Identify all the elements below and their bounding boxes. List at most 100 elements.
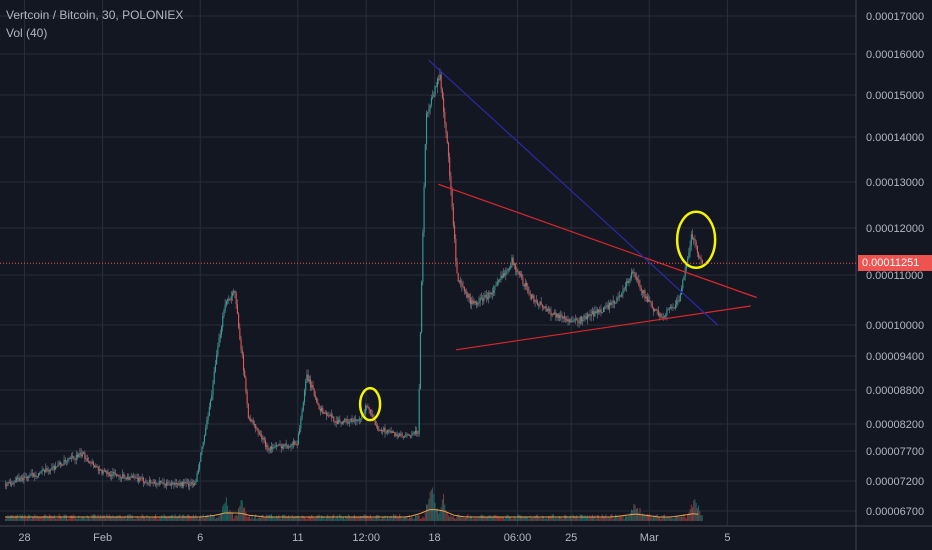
volume-bar — [301, 515, 303, 521]
volume-legend[interactable]: Vol (40) — [6, 26, 48, 40]
volume-bar — [89, 518, 91, 521]
volume-bar — [678, 516, 680, 521]
candle-body — [419, 332, 421, 390]
candle-body — [454, 225, 456, 240]
candle-body — [468, 294, 470, 299]
candle-body — [496, 282, 498, 285]
candle-body — [45, 468, 47, 473]
volume-bar — [94, 514, 96, 521]
candle-body — [651, 302, 653, 309]
candle-body — [620, 295, 622, 297]
candle-body — [18, 477, 20, 482]
volume-bar — [340, 515, 342, 521]
volume-bar — [396, 517, 398, 521]
symbol-legend[interactable]: Vertcoin / Bitcoin, 30, POLONIEX — [6, 8, 184, 22]
candle-body — [205, 428, 207, 436]
candle-body — [23, 476, 25, 481]
x-tick-label: 06:00 — [504, 532, 532, 544]
candle-body — [195, 481, 197, 483]
candle-body — [548, 309, 550, 311]
candle-body — [584, 315, 586, 317]
candle-body — [230, 296, 232, 300]
volume-bar — [451, 516, 453, 521]
candle-body — [698, 252, 700, 258]
candle-body — [422, 232, 424, 282]
candle-body — [613, 300, 615, 304]
candle-body — [308, 379, 310, 382]
candle-body — [621, 293, 623, 297]
candle-body — [655, 309, 657, 311]
volume-bar — [628, 514, 630, 521]
candle-body — [62, 464, 64, 466]
candle-body — [5, 484, 7, 486]
candle-body — [244, 370, 246, 378]
candle-body — [696, 245, 698, 253]
volume-bar — [479, 515, 481, 521]
volume-bar — [440, 507, 442, 521]
volume-bar — [369, 514, 371, 521]
volume-bar — [114, 516, 116, 521]
volume-bar — [684, 517, 686, 521]
volume-bar — [212, 515, 214, 521]
candle-body — [6, 485, 8, 487]
candle-body — [332, 416, 334, 418]
candle-body — [561, 314, 563, 319]
candle-body — [22, 478, 24, 481]
candle-body — [375, 424, 378, 427]
volume-bar — [491, 517, 493, 521]
volume-bar — [523, 516, 525, 521]
candle-body — [626, 281, 628, 287]
candle-body — [301, 410, 303, 419]
volume-bar — [355, 517, 357, 521]
candle-body — [656, 309, 658, 311]
candle-body — [507, 269, 509, 271]
y-tick-label: 0.00008200 — [866, 419, 924, 431]
candle-body — [268, 449, 270, 451]
volume-bar — [452, 515, 454, 521]
volume-bar — [483, 515, 485, 521]
candle-body — [80, 452, 82, 457]
candle-body — [630, 272, 633, 279]
candle-body — [184, 481, 186, 483]
candle-body — [247, 403, 249, 419]
candle-body — [231, 293, 234, 297]
volume-bar — [395, 514, 397, 521]
volume-bar — [534, 515, 536, 521]
volume-bar — [688, 512, 690, 521]
candle-body — [53, 466, 55, 470]
candle-body — [482, 298, 484, 301]
candle-body — [334, 421, 336, 423]
candle-body — [220, 326, 223, 335]
volume-bar — [513, 516, 515, 521]
volume-bar — [47, 516, 49, 521]
volume-bar — [554, 518, 556, 521]
candle-body — [138, 478, 140, 482]
volume-bar — [499, 516, 501, 521]
volume-bar — [698, 505, 700, 521]
volume-bar — [314, 518, 316, 521]
volume-bar — [433, 494, 435, 521]
candle-body — [219, 334, 221, 338]
volume-bar — [95, 515, 97, 521]
candle-body — [589, 314, 591, 317]
candle-body — [472, 300, 474, 304]
volume-bar — [353, 514, 355, 521]
candle-body — [452, 206, 454, 226]
candle-body — [569, 320, 572, 323]
volume-bar — [375, 515, 377, 521]
candle-body — [279, 444, 281, 446]
volume-bar — [685, 518, 687, 521]
volume-bar — [134, 518, 136, 521]
candle-body — [594, 311, 596, 317]
volume-bar — [469, 515, 471, 521]
candle-body — [378, 429, 380, 431]
candle-body — [695, 241, 697, 246]
candle-body — [604, 307, 606, 309]
volume-bar — [118, 515, 120, 521]
volume-bar — [74, 517, 76, 521]
volume-bar — [109, 515, 111, 521]
candle-body — [199, 461, 201, 469]
candle-body — [109, 475, 112, 477]
candle-body — [64, 459, 66, 462]
